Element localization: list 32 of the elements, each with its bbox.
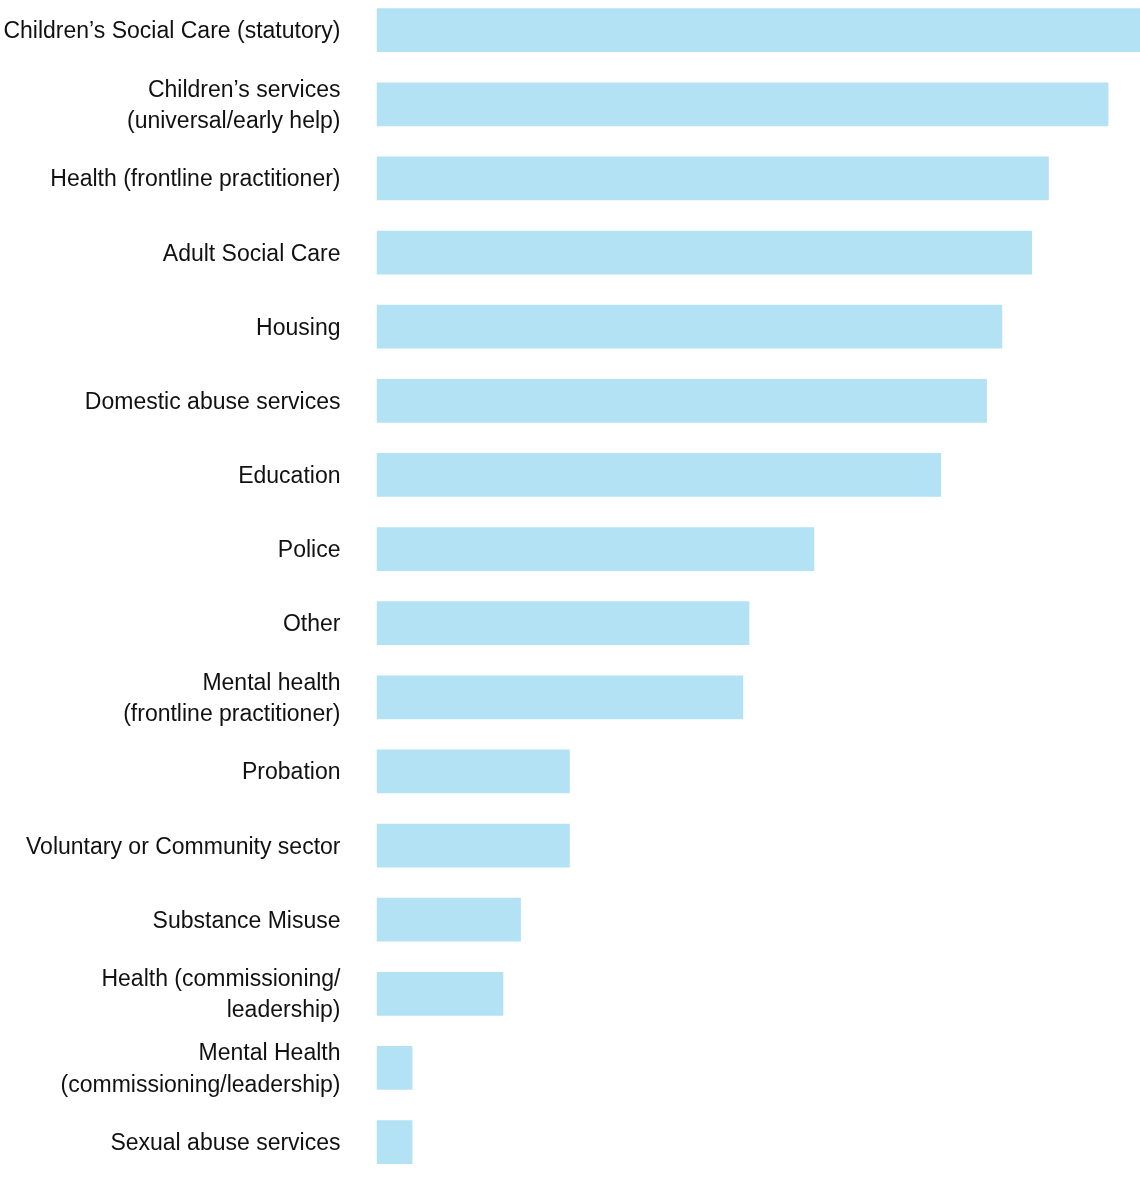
bar [376,453,942,497]
bar [376,897,521,942]
bar [376,1120,413,1164]
bar [376,601,750,646]
y-tick-label: Domestic abuse services [84,387,341,414]
bar [376,304,1003,349]
y-tick-label: Education [238,461,341,488]
bar [376,527,815,571]
bar [376,823,570,868]
bar [376,675,744,720]
y-tick-label: Sexual abuse services [110,1129,341,1156]
bar [376,971,504,1016]
bar [376,1046,413,1090]
y-tick-label: Health (frontline practitioner) [50,165,341,192]
y-tick-label: Other [282,610,341,637]
y-tick-label: Housing [256,313,341,340]
bar [376,230,1033,275]
bar [376,8,1140,53]
y-tick-label: Substance Misuse [152,906,341,933]
y-tick-label: Police [277,536,341,563]
y-tick-label: Probation [242,758,341,785]
y-tick-label: Mental Health (commissioning/leadership) [60,1039,341,1097]
y-tick-label: Children’s services (universal/early help) [127,75,341,133]
y-tick-label: Voluntary or Community sector [26,832,341,859]
y-tick-label: Adult Social Care [162,239,341,266]
y-tick-label: Mental health (frontline practitioner) [123,668,341,726]
bar [376,156,1049,201]
bar [376,749,570,794]
bar [376,378,987,423]
y-tick-label: Children’s Social Care (statutory) [3,17,341,44]
y-tick-label: Health (commissioning/ leadership) [101,965,342,1023]
bar [376,82,1109,127]
